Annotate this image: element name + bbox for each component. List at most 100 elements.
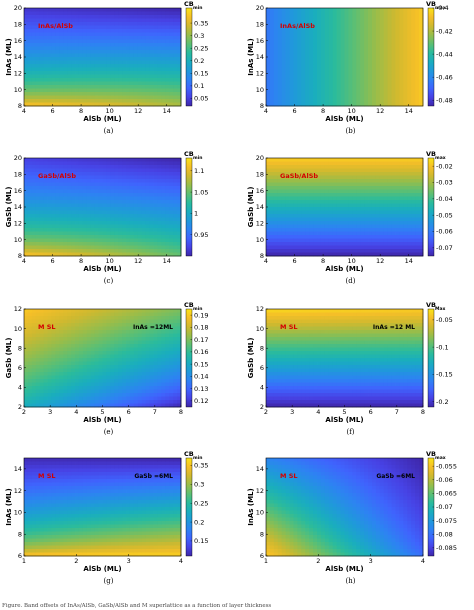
heatmap-cell — [55, 57, 60, 61]
heatmap-cell — [273, 67, 279, 72]
heatmap-cell — [301, 92, 306, 96]
heatmap-cell — [269, 214, 275, 218]
heatmap-cell — [59, 196, 64, 201]
heatmap-cell — [273, 249, 279, 253]
y-tick-label: 18 — [256, 21, 264, 29]
heatmap-cell — [313, 182, 318, 187]
heatmap-cell — [344, 71, 349, 75]
heatmap-cell — [281, 200, 287, 204]
heatmap-cell — [293, 214, 298, 218]
heatmap-cell — [157, 196, 162, 201]
heatmap-cell — [320, 189, 326, 194]
heatmap-cell — [383, 11, 389, 16]
heatmap-cell — [51, 396, 56, 401]
heatmap-cell — [301, 81, 306, 86]
heatmap-cell — [360, 245, 365, 250]
heatmap-cell — [153, 78, 158, 82]
heatmap-cell — [293, 182, 298, 187]
heatmap-cell — [317, 217, 322, 222]
heatmap-cell — [360, 18, 365, 23]
heatmap-cell — [126, 200, 131, 204]
heatmap-cell — [153, 18, 158, 23]
heatmap-cell — [126, 15, 131, 19]
heatmap-cell — [309, 235, 314, 239]
heatmap-cell — [375, 18, 381, 23]
heatmap-cell — [411, 182, 416, 187]
heatmap-cell — [102, 207, 107, 211]
heatmap-cell — [31, 231, 37, 236]
heatmap-cell — [129, 50, 135, 54]
heatmap-cell — [161, 179, 166, 183]
heatmap-cell — [317, 175, 322, 180]
heatmap-cell — [102, 189, 107, 194]
heatmap-cell — [368, 193, 373, 197]
heatmap-cell — [27, 375, 33, 380]
heatmap-cell — [43, 323, 48, 327]
heatmap-cell — [35, 238, 41, 243]
heatmap-cell — [387, 64, 393, 68]
heatmap-cell — [145, 88, 151, 93]
heatmap-cell — [165, 224, 170, 229]
heatmap-cell — [332, 221, 338, 225]
heatmap-cell — [137, 172, 143, 176]
heatmap-cell — [391, 182, 396, 187]
heatmap-cell — [169, 196, 174, 201]
heatmap-cell — [149, 165, 154, 169]
heatmap-cell — [395, 207, 400, 211]
heatmap-cell — [129, 53, 135, 58]
heatmap-cell — [317, 158, 322, 162]
heatmap-cell — [141, 78, 147, 82]
heatmap-cell — [320, 210, 326, 215]
heatmap-cell — [320, 60, 326, 65]
heatmap-cell — [348, 235, 353, 239]
heatmap-cell — [332, 179, 338, 183]
heatmap-cell — [31, 50, 37, 54]
heatmap-cell — [67, 361, 72, 366]
heatmap-cell — [395, 186, 400, 190]
heatmap-cell — [59, 344, 64, 348]
heatmap-cell — [102, 221, 107, 225]
heatmap-cell — [27, 379, 33, 383]
heatmap-cell — [24, 347, 29, 352]
heatmap-cell — [419, 11, 424, 16]
heatmap-cell — [102, 252, 107, 257]
heatmap-cell — [364, 172, 369, 176]
heatmap-cell — [51, 161, 56, 166]
heatmap-cell — [348, 242, 353, 246]
heatmap-cell — [169, 217, 174, 222]
heatmap-cell — [415, 15, 420, 19]
heatmap-cell — [415, 67, 420, 72]
heatmap-cell — [368, 179, 373, 183]
heatmap-cell — [419, 200, 424, 204]
heatmap-cell — [94, 11, 99, 16]
heatmap-cell — [403, 200, 408, 204]
heatmap-cell — [31, 228, 37, 232]
heatmap-cell — [161, 18, 166, 23]
y-tick-label: 8 — [18, 252, 22, 260]
heatmap-cell — [173, 71, 178, 75]
heatmap-cell — [114, 238, 119, 243]
heatmap-cell — [313, 46, 318, 51]
heatmap-cell — [126, 64, 131, 68]
heatmap-cell — [383, 165, 389, 169]
heatmap-cell — [173, 57, 178, 61]
heatmap-cell — [59, 358, 64, 362]
heatmap-cell — [305, 85, 310, 89]
heatmap-cell — [340, 203, 345, 208]
heatmap-cell — [395, 214, 400, 218]
heatmap-cell — [340, 161, 345, 166]
heatmap-cell — [301, 102, 306, 107]
heatmap-cell — [277, 221, 283, 225]
heatmap-cell — [277, 231, 283, 236]
heatmap-cell — [63, 64, 68, 68]
heatmap-cell — [63, 386, 68, 390]
heatmap-cell — [59, 379, 64, 383]
heatmap-cell — [55, 39, 60, 44]
heatmap-cell — [118, 189, 123, 194]
heatmap-cell — [173, 200, 178, 204]
heatmap-cell — [177, 74, 182, 79]
heatmap-cell — [387, 200, 393, 204]
heatmap-cell — [305, 186, 310, 190]
heatmap-cell — [27, 189, 33, 194]
heatmap-cell — [137, 15, 143, 19]
